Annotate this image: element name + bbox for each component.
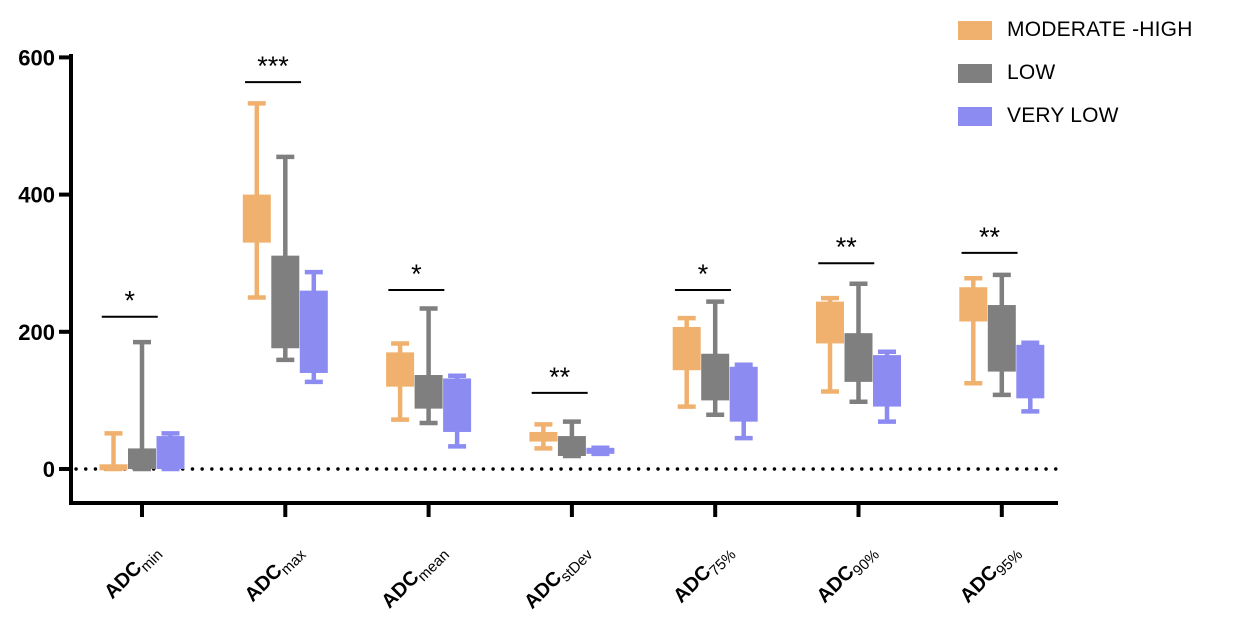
box-very-low-adcmax bbox=[299, 290, 328, 373]
box-very-low-adc90 bbox=[873, 355, 901, 407]
significance-label-3: ** bbox=[549, 362, 571, 392]
x-label-adcmin: ADCmin bbox=[100, 540, 166, 606]
legend-swatch-moderate-high-icon bbox=[958, 20, 992, 40]
y-tick-label-200: 200 bbox=[18, 320, 55, 345]
box-moderate-high-adcmax bbox=[242, 194, 271, 243]
legend-swatch-very-low-icon bbox=[958, 106, 992, 126]
box-moderate-high-adcstdev bbox=[529, 431, 558, 442]
x-label-adc95: ADC95% bbox=[956, 540, 1026, 610]
box-moderate-high-adc90 bbox=[816, 301, 844, 344]
box-very-low-adcmean bbox=[443, 378, 472, 432]
significance-label-6: ** bbox=[979, 222, 1001, 252]
box-moderate-high-adc75 bbox=[672, 326, 701, 371]
legend-item-very-low: VERY LOW bbox=[958, 104, 1193, 128]
box-moderate-high-adcmean bbox=[386, 352, 415, 387]
y-tick-label-600: 600 bbox=[18, 45, 55, 70]
legend-item-low: LOW bbox=[958, 61, 1193, 85]
box-low-adc90 bbox=[844, 333, 873, 382]
box-low-adcmin bbox=[128, 448, 156, 469]
legend-label-low: LOW bbox=[1007, 61, 1056, 84]
box-very-low-adcstdev bbox=[586, 447, 615, 454]
legend-item-moderate-high: MODERATE -HIGH bbox=[958, 18, 1193, 42]
box-low-adcstdev bbox=[557, 436, 586, 456]
legend-label-moderate-high: MODERATE -HIGH bbox=[1007, 18, 1193, 41]
box-very-low-adc75 bbox=[729, 366, 758, 422]
y-tick-label-400: 400 bbox=[18, 183, 55, 208]
x-label-adc75: ADC75% bbox=[669, 540, 739, 610]
legend-label-very-low: VERY LOW bbox=[1007, 104, 1119, 127]
legend: MODERATE -HIGH LOW VERY LOW bbox=[958, 18, 1193, 128]
box-moderate-high-adc95 bbox=[959, 287, 988, 322]
significance-label-4: * bbox=[698, 259, 709, 289]
legend-swatch-low-icon bbox=[958, 63, 992, 83]
x-label-adc90: ADC90% bbox=[813, 540, 883, 610]
box-low-adcmax bbox=[271, 255, 300, 349]
x-label-adcmean: ADCmean bbox=[377, 540, 453, 616]
box-very-low-adc95 bbox=[1016, 344, 1045, 399]
box-moderate-high-adcmin bbox=[99, 464, 128, 471]
box-low-adc95 bbox=[987, 305, 1016, 372]
box-very-low-adcmin bbox=[156, 436, 185, 469]
x-label-adcmax: ADCmax bbox=[241, 540, 310, 609]
box-low-adcmean bbox=[414, 375, 443, 409]
significance-label-0: * bbox=[124, 286, 135, 316]
y-tick-label-0: 0 bbox=[43, 457, 55, 482]
x-label-adcstdev: ADCstDev bbox=[520, 540, 596, 616]
significance-label-1: *** bbox=[257, 51, 289, 81]
significance-label-5: ** bbox=[836, 232, 858, 262]
box-low-adc75 bbox=[701, 353, 730, 401]
significance-label-2: * bbox=[411, 259, 422, 289]
